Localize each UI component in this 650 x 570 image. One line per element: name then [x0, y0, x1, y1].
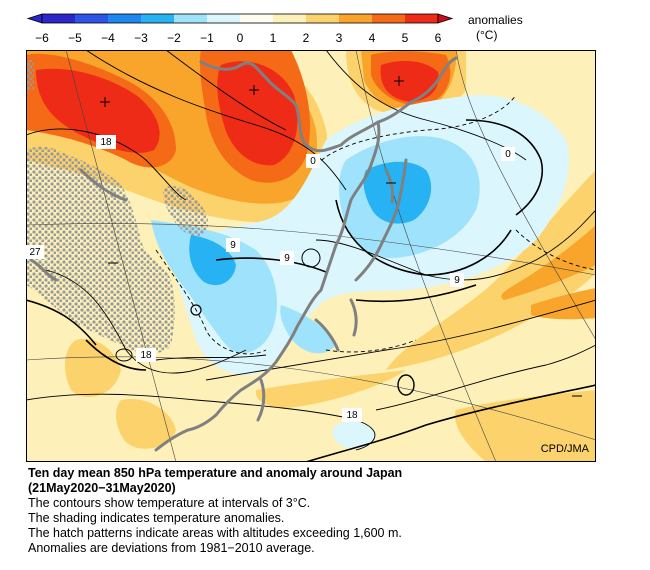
coastlines — [29, 56, 458, 452]
colorbar-cells — [26, 13, 454, 24]
colorbar-cell — [240, 14, 273, 23]
colorbar-tick-label: 4 — [369, 31, 376, 45]
caption-line: The shading indicates temperature anomal… — [28, 511, 285, 525]
svg-text:9: 9 — [284, 253, 290, 264]
svg-text:18: 18 — [140, 350, 152, 361]
colorbar-tick-label: −6 — [35, 31, 49, 45]
colorbar-cell — [207, 14, 240, 23]
contour-label: 9 — [226, 238, 240, 252]
colorbar-title: anomalies — [468, 13, 523, 27]
map-caption: Ten day mean 850 hPa temperature and ano… — [28, 466, 628, 556]
colorbar-tick-label: 3 — [336, 31, 343, 45]
colorbar-tick-label: −4 — [101, 31, 115, 45]
anomaly-region-warm — [64, 339, 121, 398]
caption-period: (21May2020−31May2020) — [28, 481, 176, 495]
anomaly-map: 18 0 0 27 9 9 9 18 — [26, 50, 596, 462]
colorbar-cell — [372, 14, 405, 23]
contour-label: 9 — [450, 273, 464, 287]
caption-line: Anomalies are deviations from 1981−2010 … — [28, 541, 315, 555]
svg-text:0: 0 — [505, 149, 511, 160]
anomaly-region-cold — [151, 220, 277, 353]
temperature-contours-major — [26, 119, 596, 462]
colorbar-cell — [108, 14, 141, 23]
colorbar-ticks: −6 −5 −4 −3 −2 −1 0 1 2 3 4 5 6 — [35, 31, 442, 45]
colorbar-tick-label: 5 — [402, 31, 409, 45]
colorbar-cell — [141, 14, 174, 23]
colorbar-cell — [339, 14, 372, 23]
colorbar-cell — [75, 14, 108, 23]
colorbar-tick-label: 1 — [270, 31, 277, 45]
svg-text:18: 18 — [346, 410, 358, 421]
elevation-hatch — [26, 146, 175, 354]
contour-label: 0 — [501, 147, 515, 161]
colorbar-cell — [273, 14, 306, 23]
anomaly-region-very-cold — [189, 235, 236, 286]
credit-label: CPD/JMA — [541, 443, 590, 455]
caption-line: The contours show temperature at interva… — [28, 496, 311, 510]
colorbar-tick-label: −2 — [167, 31, 181, 45]
colorbar-cell — [405, 14, 438, 23]
anomaly-region-cool — [332, 421, 376, 449]
temperature-contours-dashed — [155, 94, 596, 355]
elevation-hatch — [26, 60, 34, 90]
anomaly-region-hot — [531, 288, 596, 320]
colorbar-unit: (°C) — [476, 28, 497, 42]
colorbar-arrow-left — [26, 13, 43, 24]
caption-title: Ten day mean 850 hPa temperature and ano… — [28, 466, 403, 480]
extremum-markers — [100, 76, 582, 397]
colorbar-tick-label: 6 — [435, 31, 442, 45]
svg-text:9: 9 — [454, 275, 460, 286]
anomaly-region-extreme — [380, 60, 439, 102]
anomaly-region-warm — [116, 399, 176, 449]
elevation-hatch — [163, 185, 209, 237]
colorbar-tick-label: 0 — [237, 31, 244, 45]
svg-text:27: 27 — [29, 247, 41, 258]
anomaly-region-extreme — [36, 68, 160, 153]
anomaly-colorbar: −6 −5 −4 −3 −2 −1 0 1 2 3 4 5 6 anomalies (°C) — [26, 13, 523, 45]
contour-label: 0 — [306, 154, 320, 168]
contour-label: 9 — [280, 251, 294, 265]
anomaly-region-very-cold — [363, 161, 432, 224]
colorbar-tick-label: −1 — [200, 31, 214, 45]
colorbar-cell — [42, 14, 75, 23]
anomaly-region-warm — [255, 370, 406, 408]
svg-text:18: 18 — [100, 137, 112, 148]
colorbar-arrow-right — [437, 13, 454, 24]
svg-text:9: 9 — [230, 240, 236, 251]
colorbar-tick-label: −3 — [134, 31, 148, 45]
colorbar-cell — [306, 14, 339, 23]
colorbar-tick-label: 2 — [303, 31, 310, 45]
svg-text:0: 0 — [310, 156, 316, 167]
caption-line: The hatch patterns indicate areas with a… — [28, 526, 402, 540]
contour-label: 18 — [342, 408, 362, 422]
contour-label: 27 — [26, 245, 44, 259]
colorbar-cell — [174, 14, 207, 23]
anomaly-region-cold — [280, 305, 336, 354]
contour-label: 18 — [96, 135, 116, 149]
anomaly-region-hot — [501, 225, 596, 300]
contour-label: 18 — [136, 348, 156, 362]
colorbar-tick-label: −5 — [68, 31, 82, 45]
